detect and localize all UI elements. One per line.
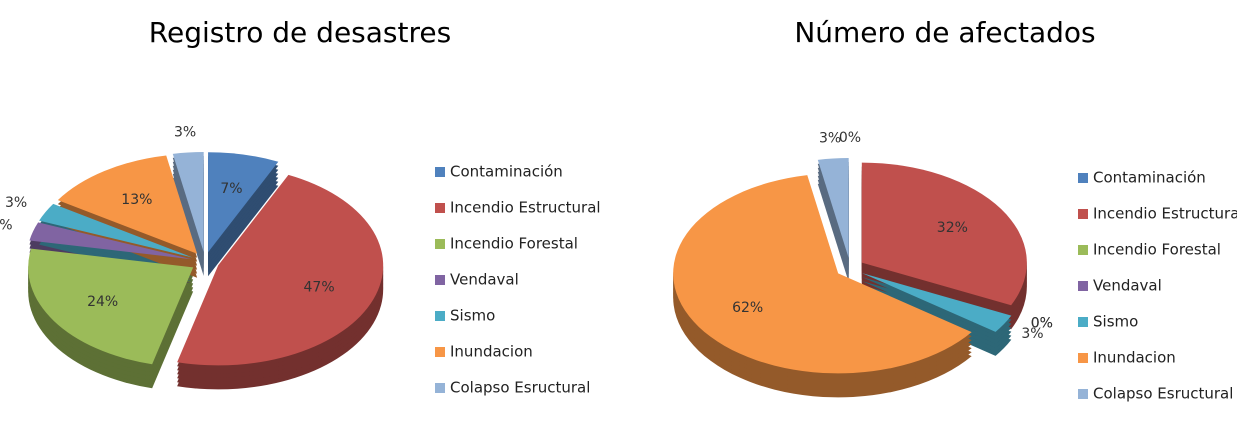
legend-label: Vendaval xyxy=(1093,277,1162,295)
slice xyxy=(39,203,193,258)
legend-label: Colapso Esructural xyxy=(1093,385,1233,403)
legend-swatch xyxy=(1078,353,1088,363)
legend-swatch xyxy=(1078,173,1088,183)
legend-label: Incendio Estructural xyxy=(450,199,601,217)
slice xyxy=(29,222,192,260)
value-label: 24% xyxy=(87,294,118,310)
slice xyxy=(208,152,279,253)
slice xyxy=(177,174,384,366)
value-label: 47% xyxy=(304,279,335,295)
legend-label: Colapso Esructural xyxy=(450,379,590,397)
legend-swatch xyxy=(1078,281,1088,291)
legend-label: Sismo xyxy=(450,307,495,325)
slice xyxy=(673,175,972,374)
legend-label: Incendio Forestal xyxy=(1093,241,1221,259)
chart-title: Registro de desastres xyxy=(149,16,451,49)
legend-swatch xyxy=(1078,245,1088,255)
legend-swatch xyxy=(1078,209,1088,219)
value-label: 3% xyxy=(5,195,27,211)
value-label: 0% xyxy=(1031,315,1053,331)
legend-label: Inundacion xyxy=(1093,349,1176,367)
value-label: 32% xyxy=(937,220,968,236)
legend-label: Incendio Estructural xyxy=(1093,205,1237,223)
value-label: 62% xyxy=(732,300,763,316)
legend-label: Inundacion xyxy=(450,343,533,361)
legend-swatch xyxy=(435,167,445,177)
legend-swatch xyxy=(435,311,445,321)
legend-label: Sismo xyxy=(1093,313,1138,331)
legend-label: Contaminación xyxy=(1093,169,1206,187)
value-label: 7% xyxy=(220,181,242,197)
value-label: 13% xyxy=(121,192,152,208)
value-label: 3% xyxy=(174,125,196,141)
legend-label: Contaminación xyxy=(450,163,563,181)
chart-title: Número de afectados xyxy=(794,16,1095,49)
legend-swatch xyxy=(435,203,445,213)
value-label: 0% xyxy=(1031,315,1053,331)
legend-swatch xyxy=(435,347,445,357)
legend-swatch xyxy=(435,239,445,249)
slice xyxy=(28,248,194,365)
slice xyxy=(57,155,198,254)
value-label: 3% xyxy=(1021,326,1043,342)
legend-label: Vendaval xyxy=(450,271,519,289)
legend-swatch xyxy=(435,383,445,393)
legend-swatch xyxy=(1078,317,1088,327)
slice xyxy=(817,158,849,259)
slice xyxy=(861,162,1027,306)
slice xyxy=(172,152,204,253)
value-label: 0% xyxy=(839,130,861,146)
legend-label: Incendio Forestal xyxy=(450,235,578,253)
value-label: 3% xyxy=(819,131,841,147)
slice xyxy=(862,273,1012,332)
legend-swatch xyxy=(1078,389,1088,399)
value-label: 3% xyxy=(0,218,13,234)
legend-swatch xyxy=(435,275,445,285)
